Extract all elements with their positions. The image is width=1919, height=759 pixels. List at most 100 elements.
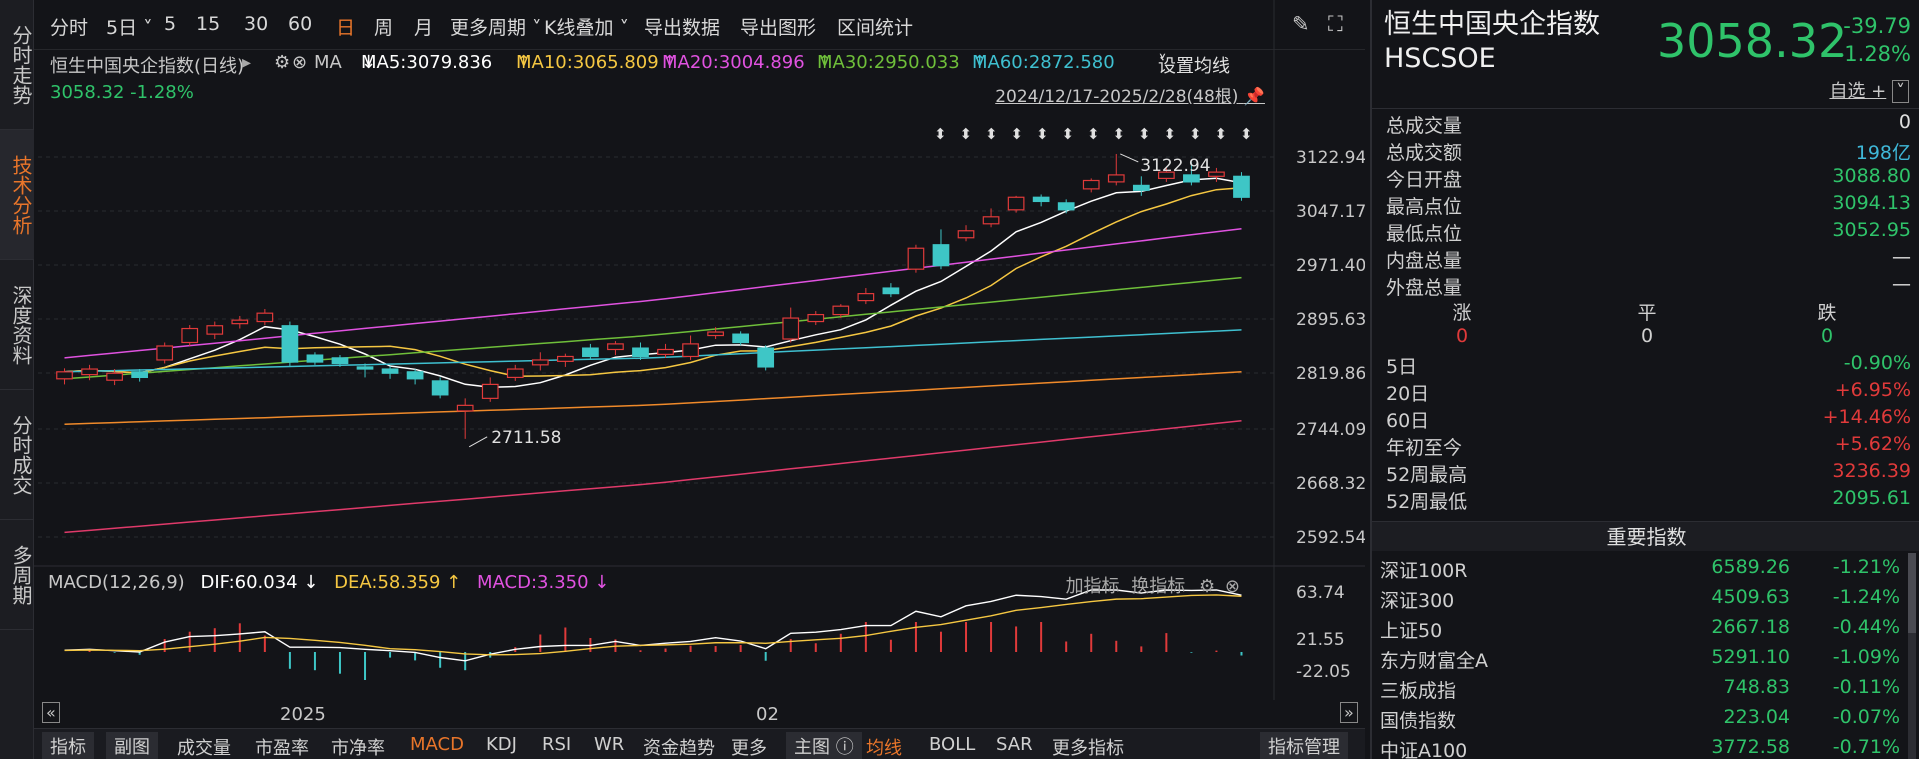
candle-body <box>406 371 424 380</box>
perf-value: 2095.61 <box>1832 487 1911 509</box>
candle-body <box>882 287 900 295</box>
index-row[interactable]: 上证50 2667.18 -0.44% <box>1380 616 1900 646</box>
candle-body <box>231 319 249 325</box>
draw-pen-icon[interactable]: ✎ <box>1292 12 1310 36</box>
index-price: 4509.63 <box>1711 586 1790 608</box>
fullscreen-icon[interactable]: ⛶ <box>1328 12 1343 36</box>
dea-line <box>64 594 1242 656</box>
volume-tab[interactable]: 成交量 <box>177 738 231 759</box>
candle-body <box>206 325 224 335</box>
index-row[interactable]: 东方财富全A 5291.10 -1.09% <box>1380 646 1900 676</box>
export-data-button[interactable]: 导出数据 <box>644 17 721 39</box>
perf-label: 20日 <box>1386 383 1430 405</box>
index-row[interactable]: 国债指数 223.04 -0.07% <box>1380 706 1900 736</box>
tab-week[interactable]: 周 <box>374 17 394 39</box>
close-icon[interactable]: ⊗ <box>292 52 308 73</box>
subchart-tab[interactable]: 副图 <box>106 732 158 759</box>
nav-technical[interactable]: 技术分析 <box>0 130 34 260</box>
more-tab[interactable]: 更多 <box>731 738 767 759</box>
security-name: 恒生中国央企指数 <box>1384 9 1600 40</box>
kline-overlay-dropdown[interactable]: K线叠加 ˅ <box>544 17 630 39</box>
kdj-tab[interactable]: KDJ <box>486 734 517 755</box>
chevron-down-icon: ˅ <box>613 17 630 39</box>
add-watchlist-button[interactable]: 自选 + ˅ <box>1829 77 1909 103</box>
wr-tab[interactable]: WR <box>594 734 625 755</box>
tab-fenshi[interactable]: 分时 <box>50 17 89 39</box>
tab-15min[interactable]: 15 <box>196 13 221 35</box>
scrollbar[interactable] <box>1908 553 1916 759</box>
date-range-label[interactable]: 2024/12/17-2025/2/28(48根) 📌 <box>995 87 1265 107</box>
tab-day[interactable]: 日 <box>336 17 356 39</box>
index-row[interactable]: 深证100R 6589.26 -1.21% <box>1380 556 1900 586</box>
event-marker-icon: ⬍ <box>1011 125 1024 143</box>
pe-tab[interactable]: 市盈率 <box>255 738 309 759</box>
tab-5min[interactable]: 5 <box>164 13 177 35</box>
ma120-line <box>64 371 1242 425</box>
macd-tab[interactable]: MACD <box>410 734 464 755</box>
last-price: 3058.32 <box>1657 14 1848 68</box>
range-stats-button[interactable]: 区间统计 <box>837 17 914 39</box>
chart-area: 分时 5日 ˅ 5 15 30 60 日 周 月 更多周期 ˅ K线叠加 ˅ 导… <box>34 0 1365 759</box>
candle-body <box>982 216 1000 225</box>
more-indicators-tab[interactable]: 更多指标 <box>1052 738 1124 759</box>
left-nav: 分时走势 技术分析 深度资料 分时成交 多周期 <box>0 0 34 759</box>
macd-y-tick: -22.05 <box>1296 662 1351 682</box>
nav-fenshi[interactable]: 分时走势 <box>0 0 34 130</box>
help-icon[interactable]: ⓘ <box>835 737 854 758</box>
ma-tab[interactable]: 均线 <box>866 738 902 759</box>
index-row[interactable]: 三板成指 748.83 -0.11% <box>1380 676 1900 706</box>
sar-tab[interactable]: SAR <box>996 734 1033 755</box>
add-indicator-button[interactable]: 加指标 <box>1065 576 1120 597</box>
stat-value: — <box>1892 273 1911 295</box>
index-change: -0.07% <box>1832 706 1900 728</box>
export-chart-button[interactable]: 导出图形 <box>740 17 817 39</box>
dif-value: DIF:60.034 ↓ <box>200 572 319 593</box>
pb-tab[interactable]: 市净率 <box>331 738 385 759</box>
boll-tab[interactable]: BOLL <box>929 734 976 755</box>
stat-label: 最低点位 <box>1386 223 1463 245</box>
tab-60min[interactable]: 60 <box>288 13 313 35</box>
indicator-manage-button[interactable]: 指标管理 <box>1260 732 1348 759</box>
index-name: 深证300 <box>1380 590 1455 612</box>
set-ma-dropdown[interactable]: 设置均线 ˅ <box>1158 52 1230 77</box>
y-tick-label: 2592.54 <box>1296 528 1365 548</box>
candle-body <box>1107 174 1125 183</box>
event-marker-icon: ⬍ <box>960 125 973 143</box>
scroll-right-button[interactable]: » <box>1340 702 1358 723</box>
candle-body <box>1157 171 1175 180</box>
more-periods-dropdown[interactable]: 更多周期 ˅ <box>450 17 542 39</box>
nav-trades[interactable]: 分时成交 <box>0 390 34 520</box>
index-name: 上证50 <box>1380 620 1443 642</box>
fund-trend-tab[interactable]: 资金趋势 <box>643 738 715 759</box>
nav-depth[interactable]: 深度资料 <box>0 260 34 390</box>
index-change: -1.21% <box>1832 556 1900 578</box>
y-tick-label: 3122.94 <box>1296 148 1365 168</box>
index-row[interactable]: 中证A100 3772.58 -0.71% <box>1380 736 1900 759</box>
stat-row: 内盘总量 — <box>1386 246 1911 273</box>
gear-icon[interactable]: ⚙ <box>1199 576 1216 597</box>
event-marker-icon: ⬍ <box>1164 125 1177 143</box>
tab-5day[interactable]: 5日 ˅ <box>106 17 153 39</box>
pin-icon[interactable]: 📌 <box>1243 87 1265 107</box>
tab-30min[interactable]: 30 <box>244 13 269 35</box>
swap-indicator-button[interactable]: 换指标 <box>1131 576 1186 597</box>
candle-body <box>56 371 73 380</box>
stat-label: 内盘总量 <box>1386 250 1463 272</box>
stat-label: 总成交量 <box>1386 115 1463 137</box>
collapse-arrow-icon[interactable]: ▸ <box>242 52 252 73</box>
index-change: -0.44% <box>1832 616 1900 638</box>
scroll-left-button[interactable]: « <box>42 702 60 723</box>
rsi-tab[interactable]: RSI <box>542 734 572 755</box>
tab-month[interactable]: 月 <box>414 17 434 39</box>
gear-icon[interactable]: ⚙ <box>274 52 291 73</box>
close-icon[interactable]: ⊗ <box>1224 576 1240 597</box>
event-marker-icon: ⬍ <box>1240 125 1253 143</box>
nav-multiperiod[interactable]: 多周期 <box>0 520 34 630</box>
dropdown-icon[interactable]: ˅ <box>1892 80 1909 103</box>
main-chart-tab[interactable]: 主图 ⓘ <box>786 732 862 759</box>
index-row[interactable]: 深证300 4509.63 -1.24% <box>1380 586 1900 616</box>
indicator-tab[interactable]: 指标 <box>42 732 94 759</box>
candle-body <box>306 354 324 363</box>
kline-chart[interactable]: 3122.94 3047.17 2971.40 2895.63 2819.86 2744.… <box>34 0 1365 702</box>
dea-value: DEA:58.359 ↑ <box>334 572 462 593</box>
